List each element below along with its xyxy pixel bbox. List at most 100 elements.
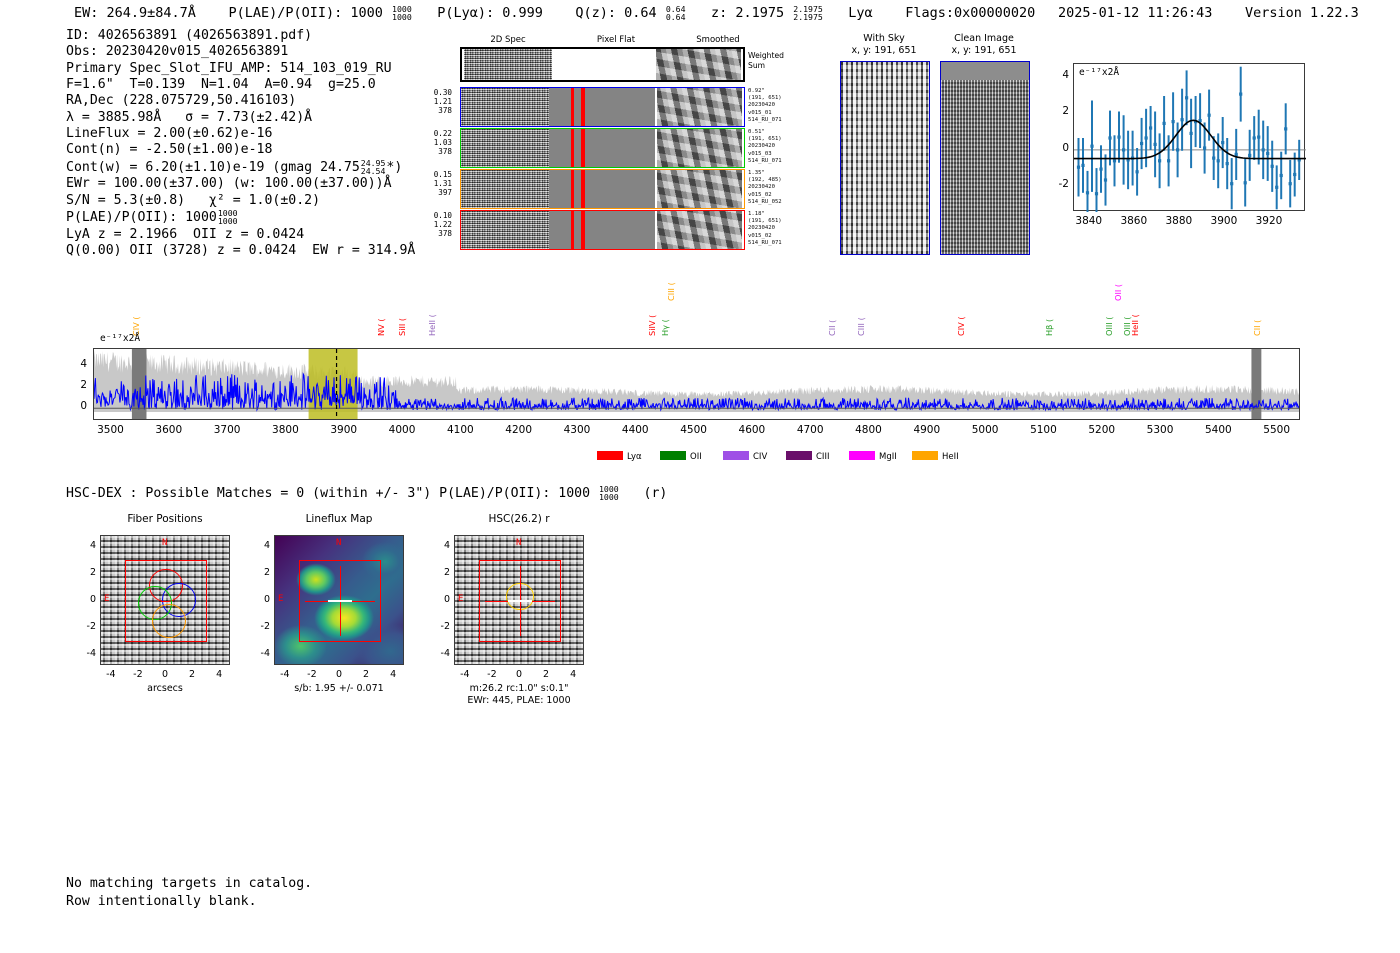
spectrum-xtick: 4600 [738,424,766,436]
panel-xtick: -4 [460,669,470,680]
info-snr: S/N = 5.3(±0.8) χ² = 1.0(±0.2) [66,192,321,208]
spec2d-col-title-2dspec: 2D Spec [490,35,526,45]
header-linetype: Lyα [848,5,873,22]
spectrum-xtick: 5500 [1263,424,1291,436]
line-fit-xtick: 3900 [1210,215,1238,227]
panel-ytick: -4 [86,648,96,660]
line-fit-plot: e⁻¹⁷x2Å 3840 3860 3880 3900 3920 -2 0 2 4 [1035,55,1315,255]
spectrum-xtick: 4400 [621,424,649,436]
spectrum-xtick: 5400 [1204,424,1232,436]
header-ew: EW: 264.9±84.7Å [74,5,196,22]
spectrum-xtick: 3900 [330,424,358,436]
panel-xtick: 0 [515,669,523,680]
panel-ytick: 2 [263,566,270,578]
cutout-image [840,61,930,255]
legend-item-HeII: HeII [912,451,959,462]
header-flags: Flags:0x00000020 [905,5,1036,22]
line-fit-ytick: 0 [1062,141,1069,154]
legend-label: CIII [816,452,830,462]
spec2d-panels: 2D Spec Pixel Flat Smoothed Weighted Sum… [434,35,784,260]
cutout-coords: x, y: 191, 651 [851,44,917,56]
panel-ytick: 4 [263,539,270,551]
panel-ytick: 0 [443,594,450,605]
panel-ytick: 4 [443,539,450,551]
panel-ytick: 0 [263,594,270,605]
aperture-circle [506,582,534,610]
panel-xtick: -4 [280,669,290,680]
compass-east: E [458,594,464,604]
footer-line-1: No matching targets in catalog. [66,876,313,891]
spec2d-row [460,169,745,209]
info-lineflux: LineFlux = 2.00(±0.62)e-16 [66,126,273,142]
panel-title: HSC(26.2) r [488,513,550,525]
spectrum-xtick: 3500 [97,424,124,436]
legend-item-Lyα: Lyα [597,451,642,462]
fiber-marker-line [571,129,574,167]
legend-swatch [660,451,686,460]
panel-xtick: -2 [487,669,497,680]
compass-east: E [278,594,284,604]
panel-xtick: 4 [216,669,223,680]
header-plae-label: P(LAE)/P(OII): 1000 [228,5,383,22]
legend-swatch [912,451,938,460]
header-timestamp-block: 2025-01-12 11:26:43 Version 1.22.3 [1058,5,1359,21]
line-fit-ytick: -2 [1058,178,1069,191]
panel-caption-1: s/b: 1.95 +/- 0.071 [294,683,384,694]
info-lambda: λ = 3885.98Å σ = 7.73(±2.42)Å [66,109,313,125]
panel-caption-1: m:26.2 rc:1.0" s:0.1" [469,683,569,694]
spectrum-xtick: 5100 [1030,424,1057,436]
header-plae-frac: 1000 1000 [392,4,412,23]
line-fit-canvas [1074,66,1306,212]
fiber-marker-line [581,170,585,208]
spectrum-xtick: 5300 [1146,424,1174,436]
full-spectrum-units: e⁻¹⁷x2Å [100,333,141,344]
line-fit-ytick: 4 [1062,68,1069,81]
timestamp: 2025-01-12 11:26:43 [1058,5,1213,21]
fiber-marker-line [581,88,585,126]
panel-xtick: 4 [570,669,577,680]
spectrum-xtick: 4000 [388,424,416,436]
info-seeing: F=1.6" T=0.139 N=1.04 A=0.94 g=25.0 [66,77,376,93]
spectrum-xtick: 4300 [563,424,591,436]
spectrum-xtick: 3800 [272,424,299,436]
spectrum-ytick: 0 [80,400,87,413]
fiber-marker-line [581,129,585,167]
version-label: Version 1.22.3 [1244,5,1359,21]
spec2d-col-title-smoothed: Smoothed [696,35,740,45]
full-spectrum-plot: e⁻¹⁷x2Å CIV (NV (SiII (HeII (SiIV (Hγ (C… [60,282,1300,473]
cutout-image [940,61,1030,255]
legend-label: HeII [942,452,959,462]
hscdex-text: HSC-DEX : Possible Matches = 0 (within +… [66,486,591,502]
header-qz-frac: 0.64 0.64 [665,4,686,23]
info-q: Q(0.00) OII (3728) z = 0.0424 EW r = 314… [66,242,416,258]
info-z: LyA z = 2.1966 OII z = 0.0424 [66,226,305,242]
compass-north: N [336,538,342,548]
panel-caption-2: EWr: 445, PLAE: 1000 [467,695,571,706]
crosshair-gap [507,600,533,602]
legend-swatch [723,451,749,460]
legend-swatch [786,451,812,460]
info-ewr: EWr = 100.00(±37.00) (w: 100.00(±37.00))… [66,176,392,192]
footer-notes: No matching targets in catalog. Row inte… [66,875,312,910]
full-spectrum-canvas [94,349,1299,419]
aperture-box [125,560,207,642]
footer-line-2: Row intentionally blank. [66,893,257,909]
panel-xtick: 2 [363,669,370,680]
panel-ytick: -2 [440,621,450,633]
cutout-title: With Sky [863,33,905,44]
compass-north: N [162,538,168,548]
spec2d-row-left-labels: 0.15 1.31 397 [433,170,452,198]
panel-title: Fiber Positions [127,513,203,525]
panel-ytick: -4 [440,648,450,660]
info-block: ID: 4026563891 (4026563891.pdf) Obs: 202… [66,28,415,259]
center-crosshair-h [304,601,376,603]
gmag-frac: 24.95 24.54 [360,157,386,176]
hscdex-filter: (r) [643,486,668,502]
compass-north: N [516,538,522,548]
legend-item-MgII: MgII [849,451,897,462]
legend-label: OII [690,452,702,462]
spec2d-row [460,87,745,127]
spec2d-row-right-labels: 1.35" (192, 485) 20230420 v015_02 514_RU_052 [748,170,782,205]
